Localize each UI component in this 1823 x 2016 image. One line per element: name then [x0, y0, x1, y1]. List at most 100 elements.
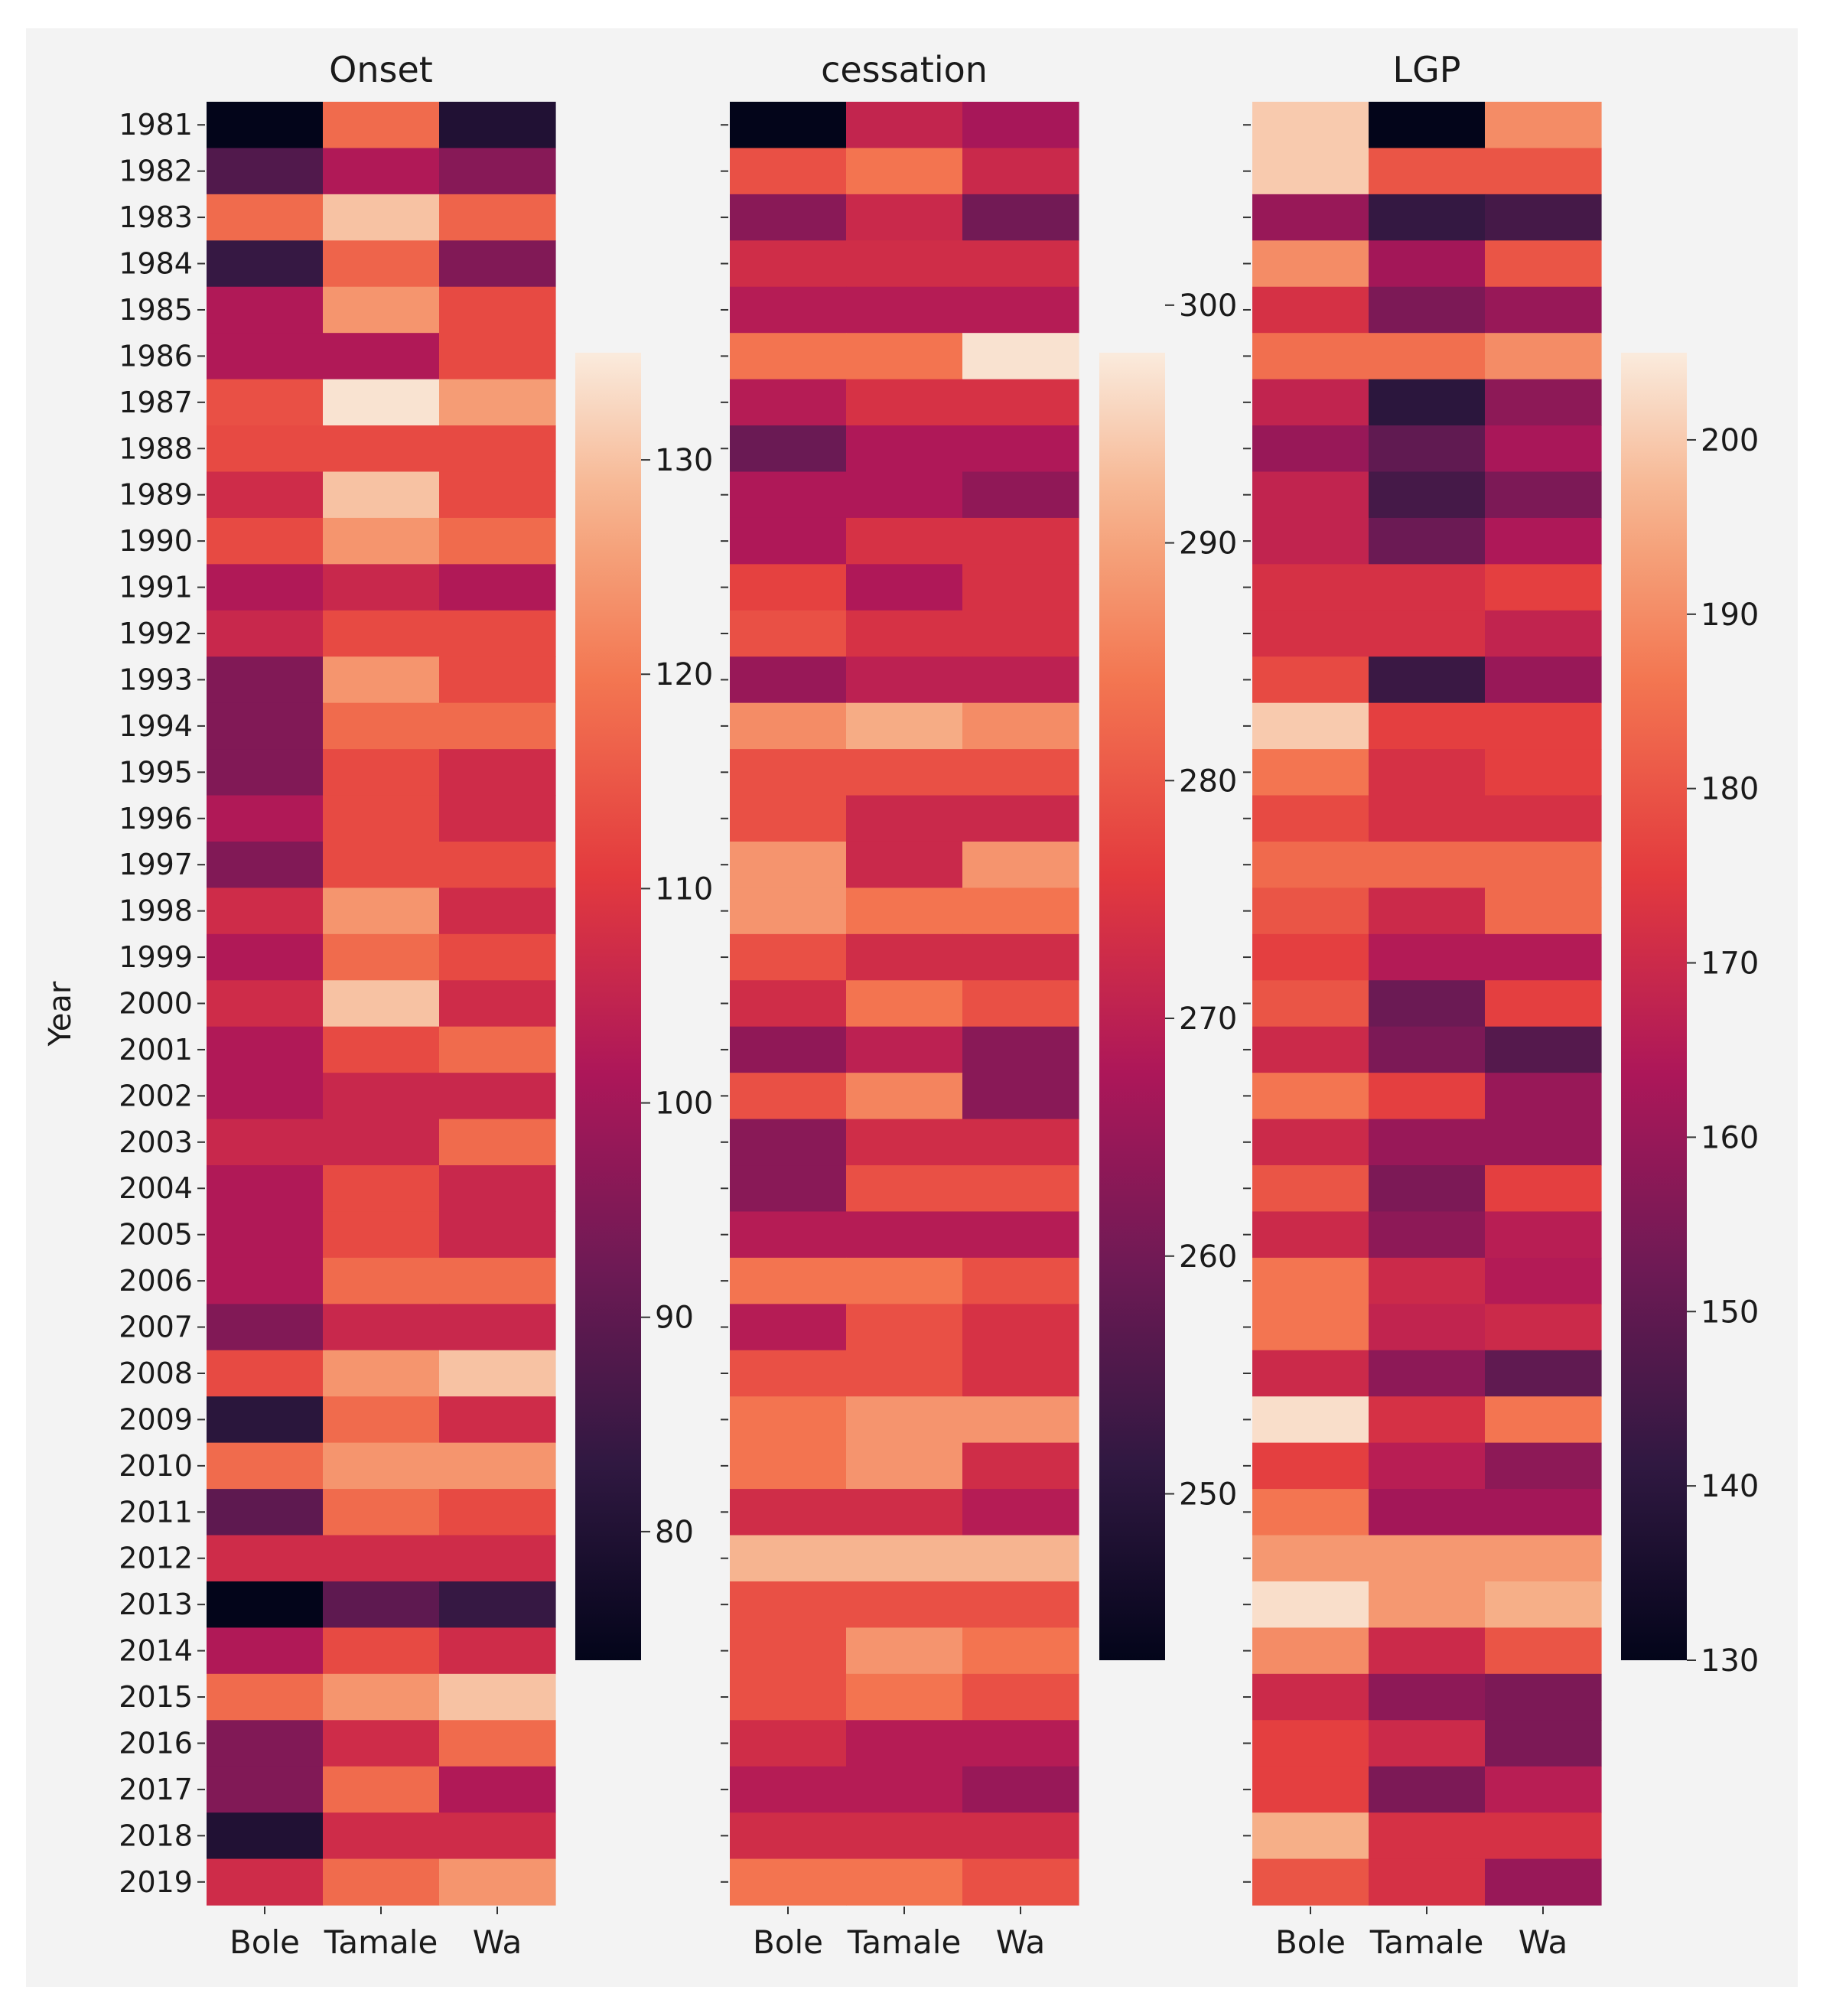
heatmap-cell	[846, 1073, 963, 1120]
heatmap-cell	[207, 564, 324, 611]
heatmap-cell	[439, 1350, 556, 1397]
heatmap-cell	[439, 1442, 556, 1490]
heatmap-cell	[439, 1766, 556, 1813]
heatmap-cell	[207, 1858, 324, 1906]
heatmap-cell	[846, 1257, 963, 1304]
heatmap-cell	[846, 1119, 963, 1166]
heatmap-cell	[207, 517, 324, 565]
y-tick-label: 1997	[119, 848, 193, 881]
heatmap-cell	[962, 1535, 1079, 1582]
heatmap-cell	[962, 1812, 1079, 1860]
heatmap-cell	[1252, 1581, 1369, 1628]
y-tick-label: 2007	[119, 1311, 193, 1344]
heatmap-cell	[730, 702, 847, 750]
heatmap-cell	[439, 1673, 556, 1721]
heatmap-cell	[1252, 841, 1369, 889]
heatmap-cell	[1252, 1858, 1369, 1906]
y-tick-label: 1991	[119, 571, 193, 604]
colorbar-tick-label: 270	[1179, 1001, 1237, 1037]
colorbar	[1621, 353, 1687, 1660]
panel-title: cessation	[821, 49, 988, 90]
heatmap-cell	[962, 1211, 1079, 1259]
heatmap-cell	[1252, 1627, 1369, 1675]
heatmap-cell	[1369, 1350, 1486, 1397]
heatmap-cell	[730, 240, 847, 288]
heatmap-cell	[730, 102, 847, 149]
heatmap-cell	[846, 1442, 963, 1490]
y-tick-label: 2018	[119, 1819, 193, 1852]
panel-cessation: cessation Bole Tamale Wa 250 260 270 280 290 300	[721, 49, 1237, 1961]
heatmap-cell	[962, 1489, 1079, 1536]
heatmap-cell	[1369, 1535, 1486, 1582]
heatmap-cell	[846, 980, 963, 1028]
heatmap-cell	[439, 1165, 556, 1213]
heatmap-cell	[1369, 1581, 1486, 1628]
heatmap-cell	[962, 980, 1079, 1028]
heatmap-cell	[439, 564, 556, 611]
heatmap-cell	[1369, 1026, 1486, 1073]
heatmap-cell	[1252, 1442, 1369, 1490]
heatmap-cell	[846, 240, 963, 288]
heatmap-cell	[1485, 517, 1602, 565]
heatmap-cell	[730, 1304, 847, 1351]
heatmap-cell	[1369, 1673, 1486, 1721]
y-tick-label: 2013	[119, 1588, 193, 1621]
colorbar-tick-label: 80	[655, 1515, 694, 1550]
colorbar	[575, 353, 641, 1660]
heatmap-cell	[1252, 1257, 1369, 1304]
y-tick-label: 1999	[119, 940, 193, 974]
colorbar-tick-label: 180	[1701, 772, 1759, 807]
heatmap-cell	[323, 933, 440, 981]
heatmap-cell	[323, 194, 440, 241]
heatmap-cell	[846, 1673, 963, 1721]
colorbar-tick-label: 200	[1701, 423, 1759, 458]
heatmap-cell	[323, 1211, 440, 1259]
heatmap-cell	[323, 980, 440, 1028]
heatmap-cell	[846, 795, 963, 842]
heatmap-cell	[730, 1396, 847, 1444]
heatmap-cell	[730, 795, 847, 842]
heatmap-cell	[1369, 1304, 1486, 1351]
heatmap-cell	[439, 286, 556, 334]
heatmap-cell	[1485, 1673, 1602, 1721]
heatmap-cell	[730, 564, 847, 611]
heatmap-cell	[730, 1720, 847, 1767]
heatmap-cell	[730, 1211, 847, 1259]
heatmap-cell	[1369, 1165, 1486, 1213]
heatmap-cell	[846, 148, 963, 195]
heatmap-cell	[323, 1673, 440, 1721]
heatmap-cell	[323, 1396, 440, 1444]
heatmap-cell	[846, 564, 963, 611]
heatmap-cell	[1369, 1858, 1486, 1906]
heatmap-cell	[1485, 795, 1602, 842]
heatmap-cell	[323, 887, 440, 935]
heatmap-cell	[730, 1812, 847, 1860]
heatmap-cell	[962, 517, 1079, 565]
heatmap-cell	[846, 656, 963, 704]
x-tick-label: Bole	[753, 1923, 823, 1961]
heatmap-cell	[846, 1350, 963, 1397]
heatmap-cell	[962, 1304, 1079, 1351]
heatmap-cell	[1369, 1720, 1486, 1767]
heatmap-cell	[962, 471, 1079, 519]
heatmap-cell	[846, 379, 963, 426]
heatmap-cell	[962, 1119, 1079, 1166]
heatmap-cell	[439, 425, 556, 473]
heatmap-cell	[1252, 1211, 1369, 1259]
heatmap-cell	[1485, 240, 1602, 288]
heatmap-cell	[323, 517, 440, 565]
heatmap-cell	[962, 1720, 1079, 1767]
heatmap-cell	[207, 1073, 324, 1120]
y-tick-label: 1995	[119, 755, 193, 789]
heatmap-cell	[1369, 1119, 1486, 1166]
heatmap-cell	[846, 425, 963, 473]
heatmap-cell	[1369, 702, 1486, 750]
y-tick-label: 2005	[119, 1218, 193, 1252]
heatmap-cell	[207, 1257, 324, 1304]
heatmap-cell	[1369, 841, 1486, 889]
heatmap-cell	[323, 564, 440, 611]
heatmap-cell	[207, 471, 324, 519]
heatmap-cell	[1485, 1489, 1602, 1536]
heatmap-cell	[1485, 656, 1602, 704]
colorbar-tick-label: 110	[655, 871, 713, 907]
